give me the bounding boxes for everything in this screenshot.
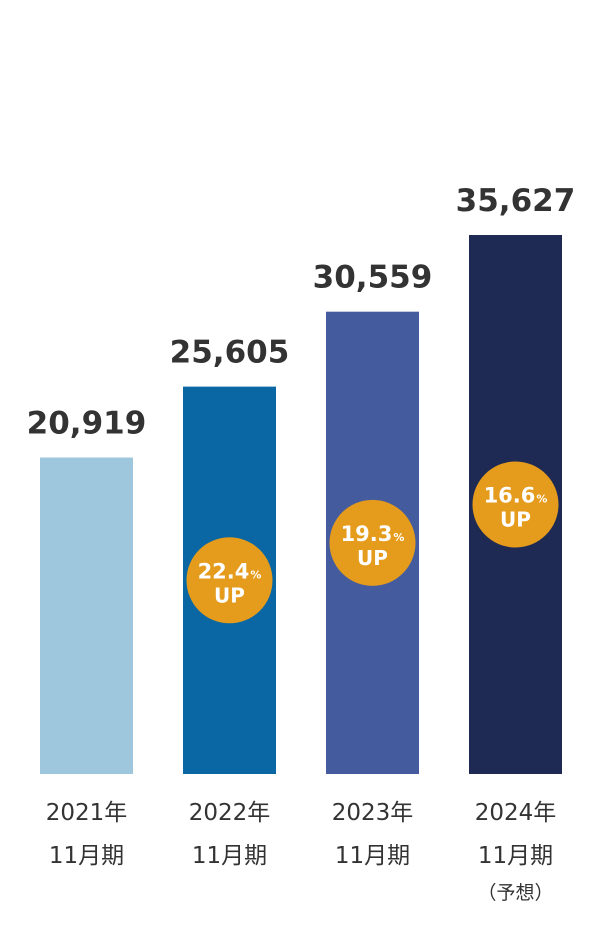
growth-badge-up: UP xyxy=(214,583,245,607)
growth-badge-3: 19.3%UP xyxy=(329,499,416,586)
bar-value-label-2: 25,605 xyxy=(170,335,290,371)
bar-value-label-4: 35,627 xyxy=(456,183,576,219)
bar-value-label-1: 20,919 xyxy=(27,406,147,442)
growth-badge-4: 16.6%UP xyxy=(472,461,559,548)
growth-badge-2: 22.4%UP xyxy=(186,537,273,624)
bar-1 xyxy=(40,457,133,774)
growth-badge-rate: 19.3% xyxy=(341,522,405,546)
growth-badge-up: UP xyxy=(500,508,531,532)
growth-badge-up: UP xyxy=(357,546,388,570)
growth-badge-rate: 16.6% xyxy=(484,484,548,508)
category-period-label-3: 11月期 xyxy=(335,843,410,869)
growth-badge-circle xyxy=(329,499,416,586)
growth-badge-circle xyxy=(472,461,559,548)
bar-value-label-3: 30,559 xyxy=(313,260,433,296)
category-year-label-1: 2021年 xyxy=(46,800,128,826)
category-year-label-3: 2023年 xyxy=(332,800,414,826)
category-period-label-4: 11月期 xyxy=(478,843,553,869)
growth-badge-rate: 22.4% xyxy=(198,559,262,583)
category-period-label-2: 11月期 xyxy=(192,843,267,869)
category-year-label-4: 2024年 xyxy=(475,800,557,826)
labels-layer: 20,919 2021年 11月期 25,605 2022年 11月期 30,559 2023… xyxy=(27,183,576,904)
growth-badge-circle xyxy=(186,537,273,624)
category-year-label-2: 2022年 xyxy=(189,800,271,826)
category-period-label-1: 11月期 xyxy=(49,843,124,869)
category-note-label-4: （予想） xyxy=(477,882,553,904)
